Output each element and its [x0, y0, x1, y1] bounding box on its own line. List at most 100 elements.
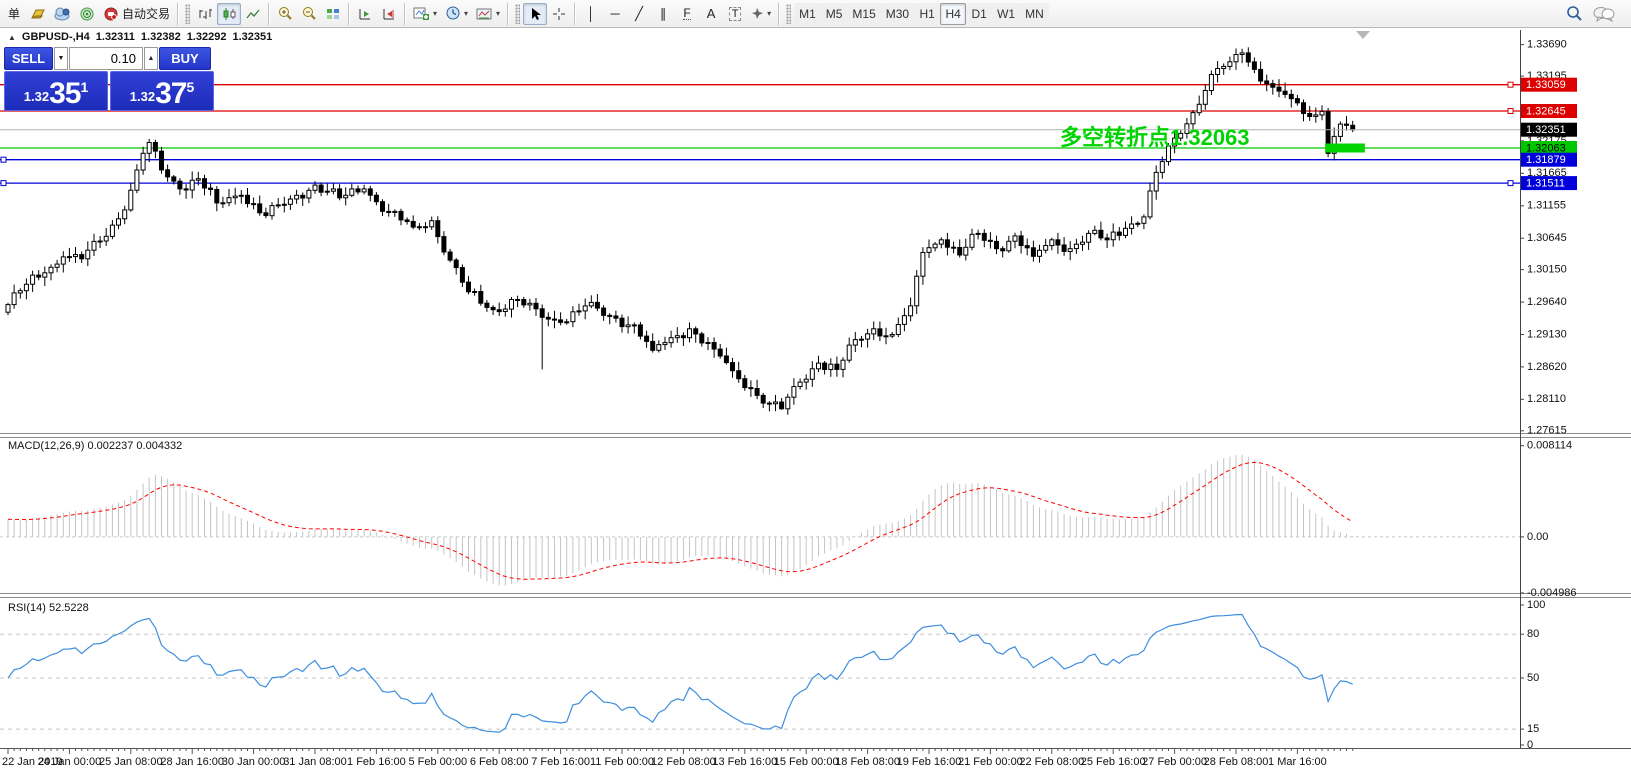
- collapse-panel-icon[interactable]: ▲: [8, 32, 16, 42]
- timeframe-h4[interactable]: H4: [940, 2, 967, 25]
- volume-input[interactable]: [69, 47, 143, 70]
- arrows-button[interactable]: ▾: [747, 3, 775, 25]
- new-order-button[interactable]: 单: [2, 3, 26, 25]
- svg-text:100: 100: [1527, 599, 1545, 611]
- chart-shift-marker[interactable]: [1356, 31, 1370, 39]
- templates-button[interactable]: ▾: [472, 3, 504, 25]
- timeframe-m15[interactable]: M15: [847, 2, 881, 25]
- timeframe-w1[interactable]: W1: [992, 2, 1021, 25]
- price-badge: 1.33059: [1521, 77, 1577, 92]
- price-badge: 1.32351: [1521, 122, 1577, 137]
- turning-point-highlight[interactable]: [1325, 143, 1365, 153]
- svg-text:1.29640: 1.29640: [1527, 296, 1567, 308]
- sell-button[interactable]: SELL: [4, 47, 53, 70]
- line-handle[interactable]: [0, 180, 7, 187]
- svg-text:22 Jan 2019: 22 Jan 2019: [2, 756, 63, 768]
- fibonacci-button[interactable]: F: [675, 3, 699, 25]
- zoom-out-button[interactable]: [297, 3, 321, 25]
- timeframe-mn[interactable]: MN: [1020, 2, 1049, 25]
- zoom-in-button[interactable]: [273, 3, 297, 25]
- text-label-button[interactable]: T: [723, 3, 747, 25]
- toolbar-separator: [778, 2, 781, 25]
- ohlc-low: 1.32292: [186, 31, 227, 43]
- autotrade-label: 自动交易: [122, 7, 171, 21]
- chat-icon[interactable]: [1593, 6, 1615, 22]
- timeframe-m30[interactable]: M30: [880, 2, 915, 25]
- profile-button[interactable]: [26, 3, 50, 25]
- svg-text:1 Mar 16:00: 1 Mar 16:00: [1268, 756, 1327, 768]
- indicators-button[interactable]: ▾: [409, 3, 441, 25]
- candlestick-button[interactable]: [217, 2, 242, 25]
- signals-button[interactable]: [75, 3, 99, 25]
- toolbar-separator: [177, 2, 180, 25]
- symbol-title: GBPUSD-,H4: [21, 31, 90, 43]
- line-handle[interactable]: [1507, 108, 1514, 114]
- symbol-info-bar: ▲ GBPUSD-,H4 1.32311 1.32382 1.32292 1.3…: [8, 31, 272, 43]
- svg-text:80: 80: [1527, 628, 1539, 640]
- sell-price-box[interactable]: 1.32 35 1: [4, 71, 108, 111]
- price-badge: 1.31511: [1521, 176, 1577, 191]
- toolbar-separator: [268, 2, 271, 25]
- svg-text:1 Feb 16:00: 1 Feb 16:00: [347, 756, 406, 768]
- toolbar-grip: [786, 3, 792, 24]
- svg-text:-0.004986: -0.004986: [1527, 587, 1577, 599]
- buy-price-main: 37: [155, 77, 187, 110]
- svg-text:5 Feb 00:00: 5 Feb 00:00: [408, 756, 467, 768]
- candlesticks: [5, 47, 1356, 415]
- periods-button[interactable]: ▾: [441, 3, 472, 25]
- autotrade-button[interactable]: 自动交易: [99, 3, 174, 25]
- cursor-button[interactable]: [523, 2, 548, 25]
- sell-price-pip: 1: [80, 79, 89, 95]
- svg-text:12 Feb 08:00: 12 Feb 08:00: [651, 756, 716, 768]
- rsi-line: [7, 613, 1353, 733]
- svg-text:0.008114: 0.008114: [1527, 440, 1572, 452]
- svg-text:15 Feb 00:00: 15 Feb 00:00: [774, 756, 839, 768]
- timeframe-d1[interactable]: D1: [966, 2, 993, 25]
- svg-text:1.32063: 1.32063: [1526, 142, 1566, 154]
- buy-button[interactable]: BUY: [159, 47, 211, 70]
- volume-decrease-button[interactable]: ▼: [54, 47, 68, 70]
- tile-windows-button[interactable]: [321, 3, 345, 25]
- svg-text:15: 15: [1527, 723, 1539, 735]
- turning-point-annotation[interactable]: 多空转折点1.32063: [1060, 125, 1250, 150]
- zoom-out-icon: [303, 7, 316, 20]
- channel-button[interactable]: ∥: [651, 3, 675, 25]
- auto-scroll-icon: [359, 8, 371, 19]
- line-handle[interactable]: [0, 156, 7, 163]
- timeframe-m5[interactable]: M5: [820, 2, 848, 25]
- auto-scroll-button[interactable]: [353, 3, 377, 25]
- trendline-button[interactable]: ╱: [627, 3, 651, 25]
- line-handle[interactable]: [1507, 81, 1514, 88]
- chart-shift-button[interactable]: [377, 3, 401, 25]
- bar-chart-button[interactable]: [193, 3, 217, 25]
- svg-text:1.31879: 1.31879: [1526, 154, 1566, 166]
- toolbar-separator: [507, 2, 510, 25]
- line-handle[interactable]: [1507, 180, 1514, 187]
- volume-increase-button[interactable]: ▲: [144, 47, 158, 70]
- svg-text:25 Feb 16:00: 25 Feb 16:00: [1081, 756, 1146, 768]
- search-icon[interactable]: [1566, 5, 1583, 22]
- svg-text:1.31511: 1.31511: [1526, 178, 1565, 190]
- crosshair-button[interactable]: [547, 3, 571, 25]
- timeframe-m1[interactable]: M1: [794, 2, 821, 25]
- vertical-line-button[interactable]: │: [579, 3, 603, 25]
- templates-icon: [476, 8, 492, 19]
- horizontal-line-button[interactable]: ─: [603, 3, 627, 25]
- line-chart-button[interactable]: [241, 3, 265, 25]
- price-badge: 1.31879: [1521, 152, 1577, 167]
- timeframe-h1[interactable]: H1: [914, 2, 941, 25]
- text-button[interactable]: A: [699, 3, 723, 25]
- one-click-trading-panel: SELL ▼ ▲ BUY 1.32 35 1 1.32 37 5: [4, 47, 214, 111]
- profile-icon: [31, 9, 45, 18]
- indicators-icon: [413, 7, 430, 20]
- buy-price-pip: 5: [186, 79, 195, 95]
- cursor-icon: [531, 7, 541, 20]
- signals-icon: [80, 7, 94, 20]
- buy-price-box[interactable]: 1.32 37 5: [110, 71, 214, 111]
- toolbar-separator: [404, 2, 407, 25]
- price-badge: 1.32645: [1521, 104, 1577, 118]
- community-button[interactable]: [50, 3, 75, 25]
